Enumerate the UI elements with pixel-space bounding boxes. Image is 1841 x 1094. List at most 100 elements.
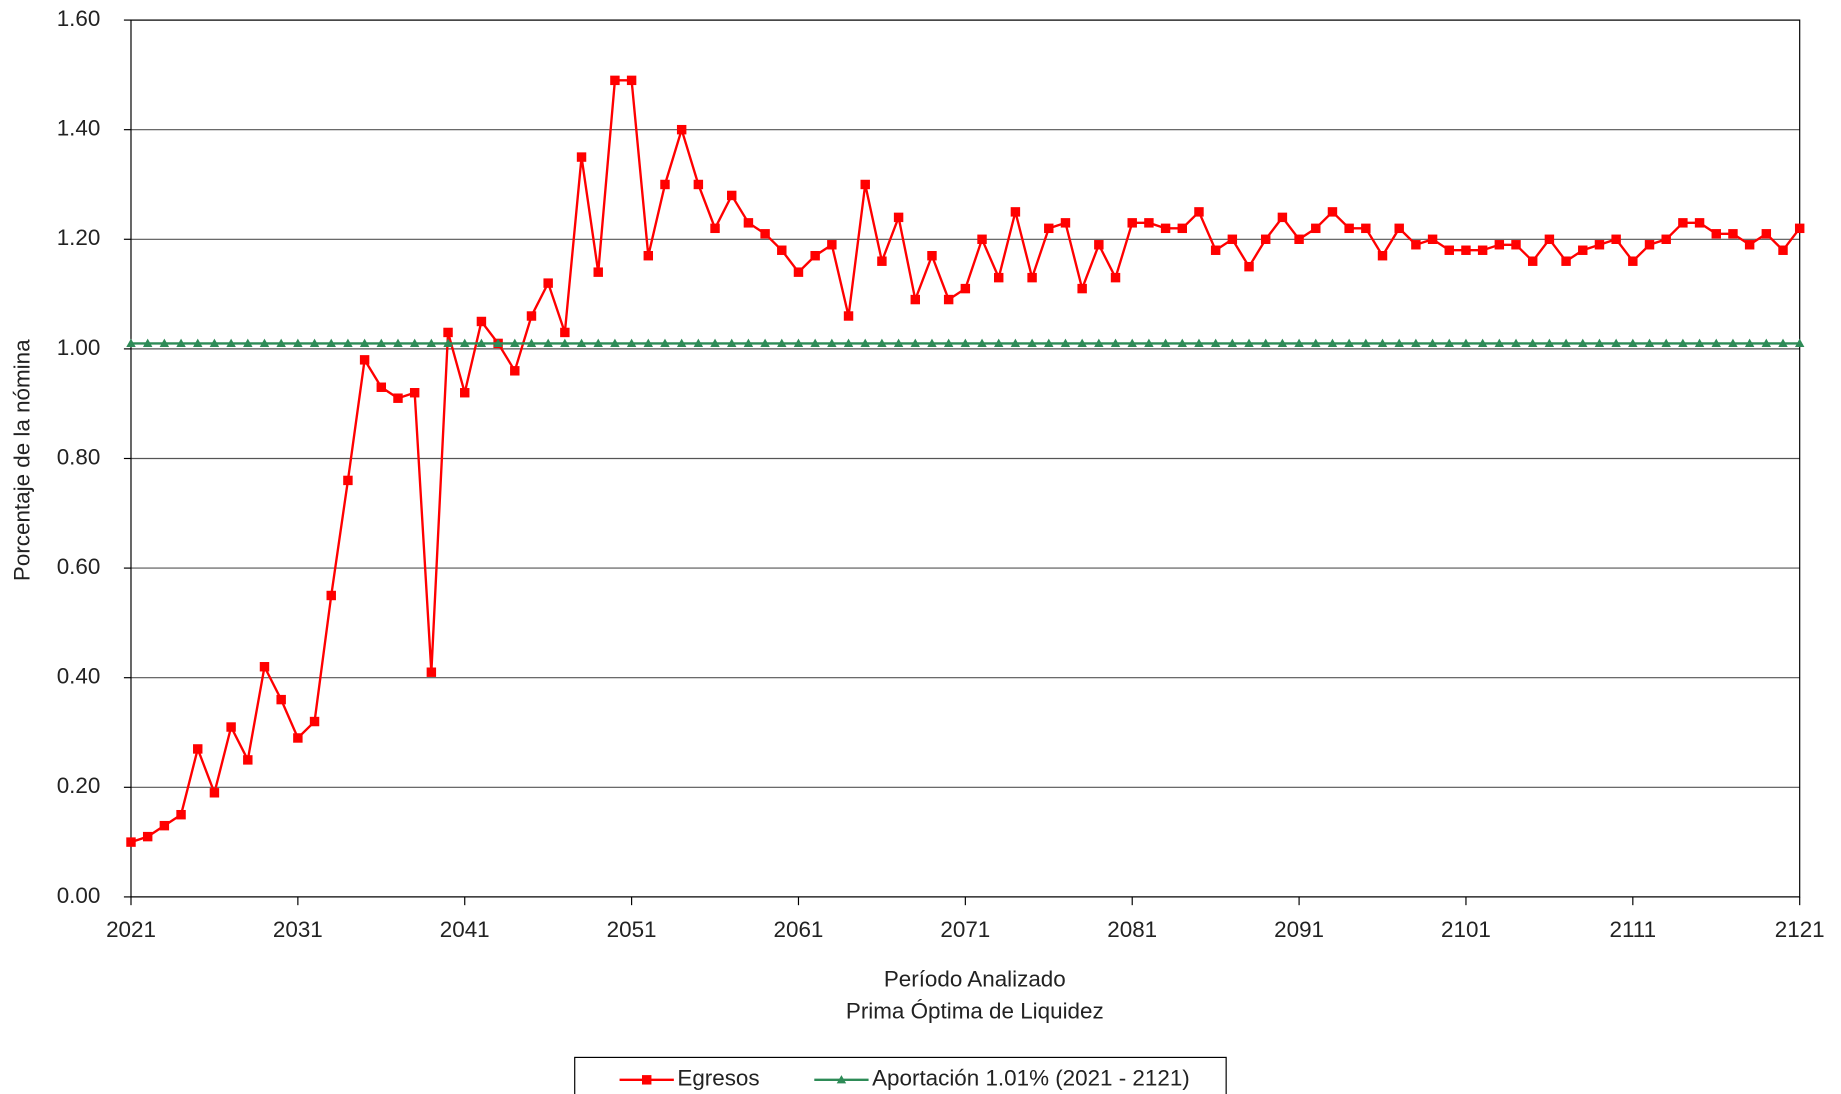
marker: [1761, 338, 1772, 347]
marker: [343, 338, 353, 347]
marker: [1027, 272, 1037, 283]
y-tick-label: 1.60: [57, 6, 101, 31]
marker: [1060, 218, 1071, 228]
marker: [676, 338, 687, 347]
marker: [1361, 338, 1371, 347]
marker: [443, 338, 453, 347]
marker: [1711, 229, 1721, 239]
marker: [760, 229, 770, 239]
marker: [1077, 338, 1087, 347]
marker: [710, 223, 720, 234]
marker: [693, 179, 704, 190]
marker: [359, 338, 370, 347]
y-tick-label: 1.20: [57, 225, 101, 250]
marker: [1678, 218, 1688, 228]
marker: [1344, 338, 1354, 347]
marker: [176, 809, 186, 820]
marker: [276, 694, 286, 705]
marker: [1044, 223, 1054, 234]
marker: [893, 338, 904, 347]
marker: [927, 251, 937, 261]
marker: [1194, 207, 1204, 217]
x-tick-label: 2121: [1775, 917, 1825, 942]
marker: [1461, 245, 1471, 255]
marker: [142, 831, 153, 842]
marker: [259, 662, 270, 672]
marker: [1594, 240, 1605, 250]
marker: [1427, 234, 1438, 245]
marker: [576, 152, 587, 162]
marker: [1561, 338, 1571, 347]
marker: [1744, 338, 1755, 347]
marker: [977, 338, 987, 347]
marker: [243, 338, 253, 347]
marker: [1394, 223, 1404, 234]
marker: [1227, 338, 1238, 347]
marker: [476, 316, 487, 327]
marker: [142, 338, 153, 347]
marker: [293, 733, 303, 743]
marker: [1761, 229, 1772, 239]
marker: [727, 338, 737, 347]
marker: [810, 338, 820, 347]
x-tick-label: 2051: [607, 917, 657, 942]
marker: [977, 234, 987, 245]
marker: [359, 355, 370, 365]
marker: [910, 338, 921, 347]
marker: [1210, 338, 1221, 347]
marker: [860, 338, 870, 347]
marker: [1661, 234, 1671, 245]
y-tick-label: 0.60: [57, 554, 101, 579]
marker: [1427, 338, 1438, 347]
marker: [626, 75, 637, 86]
marker: [1244, 338, 1254, 347]
marker: [827, 240, 837, 250]
marker: [927, 338, 937, 347]
marker: [1628, 338, 1638, 347]
x-axis-title: Período Analizado: [884, 967, 1066, 992]
marker: [960, 283, 971, 294]
marker: [193, 744, 203, 754]
marker: [1494, 240, 1505, 250]
marker: [1694, 338, 1705, 347]
series-line: [130, 79, 1801, 844]
marker: [626, 338, 637, 347]
marker: [393, 338, 403, 347]
marker: [1127, 218, 1137, 228]
marker: [943, 338, 954, 347]
marker: [460, 388, 470, 398]
marker: [309, 338, 320, 347]
marker: [793, 338, 804, 347]
legend-label: Egresos: [677, 1066, 759, 1091]
marker: [1744, 240, 1755, 250]
marker: [1044, 338, 1054, 347]
marker: [476, 338, 487, 347]
marker: [1244, 261, 1254, 272]
marker: [1728, 338, 1738, 347]
marker: [426, 338, 437, 347]
marker: [893, 212, 904, 223]
marker: [710, 338, 720, 347]
x-tick-label: 2071: [940, 917, 990, 942]
marker: [843, 311, 854, 321]
marker: [1327, 207, 1338, 217]
marker: [326, 590, 336, 601]
marker: [843, 338, 854, 347]
marker: [426, 667, 437, 677]
marker: [226, 722, 236, 732]
marker: [727, 190, 737, 201]
marker: [777, 245, 787, 255]
marker: [576, 338, 587, 347]
marker: [1411, 240, 1421, 250]
marker: [810, 251, 820, 261]
marker: [1578, 245, 1588, 255]
marker: [660, 338, 670, 347]
marker: [543, 338, 553, 347]
marker: [159, 338, 170, 347]
marker: [610, 75, 620, 86]
marker: [1127, 338, 1137, 347]
x-tick-label: 2061: [774, 917, 824, 942]
x-axis-subtitle: Prima Óptima de Liquidez: [846, 998, 1104, 1023]
marker: [1661, 338, 1671, 347]
marker: [1010, 338, 1021, 347]
